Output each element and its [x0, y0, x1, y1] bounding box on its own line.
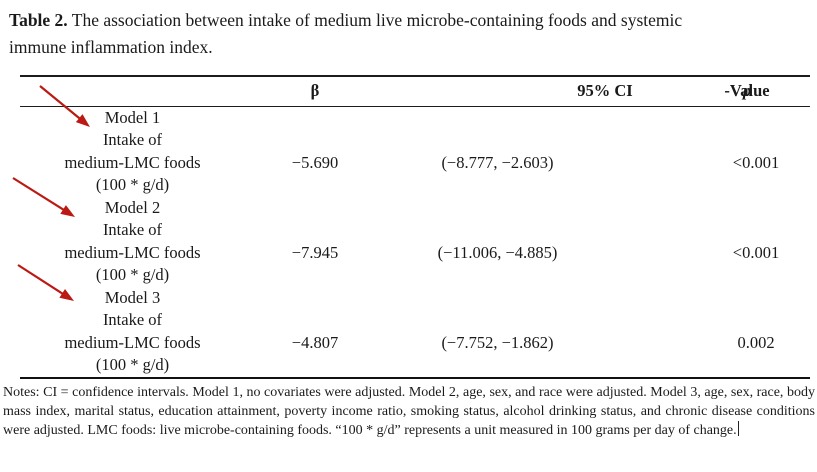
row-label-line: medium-LMC foods [64, 152, 201, 172]
table-caption: Table 2. The association between intake … [9, 7, 811, 61]
row-label-line: medium-LMC foods [64, 332, 201, 352]
model-label: Model 1 [104, 107, 161, 127]
row-label-line: Intake of [102, 130, 163, 149]
ci-value: (−11.006, −4.885) [437, 242, 558, 262]
caption-line-1: Table 2. The association between intake … [9, 7, 811, 34]
p-value: 0.002 [737, 332, 775, 352]
row-label-line: (100 * g/d) [95, 355, 170, 374]
p-value: <0.001 [732, 152, 780, 172]
row-label-line: (100 * g/d) [95, 175, 170, 194]
model-label: Model 2 [104, 197, 161, 217]
ci-value: (−8.777, −2.603) [441, 152, 554, 172]
caption-label: Table 2. [9, 10, 68, 30]
beta-value: −4.807 [291, 332, 339, 352]
data-table: β 95% CI p -Value Model 1 Intake of mediu… [20, 75, 810, 379]
row-label-model-1: Model 1 Intake of medium-LMC foods (100 … [20, 107, 245, 197]
model-label: Model 3 [104, 287, 161, 307]
notes-text: Notes: CI = confidence intervals. Model … [3, 385, 815, 438]
ci-value: (−7.752, −1.862) [441, 332, 554, 352]
row-label-line: medium-LMC foods [64, 242, 201, 262]
row-label-line: (100 * g/d) [95, 265, 170, 284]
table-row-model-3: Model 3 Intake of medium-LMC foods (100 … [20, 287, 810, 377]
row-label-model-3: Model 3 Intake of medium-LMC foods (100 … [20, 287, 245, 377]
row-label-model-2: Model 2 Intake of medium-LMC foods (100 … [20, 197, 245, 287]
caption-line-2: immune inflammation index. [9, 37, 213, 57]
text-cursor-caret [737, 421, 740, 436]
table-row-model-2: Model 2 Intake of medium-LMC foods (100 … [20, 197, 810, 287]
row-label-line: Intake of [102, 310, 163, 329]
table-header-row: β 95% CI p -Value [20, 77, 810, 107]
table-body: Model 1 Intake of medium-LMC foods (100 … [20, 107, 810, 379]
row-label-line: Intake of [102, 220, 163, 239]
beta-value: −5.690 [291, 152, 339, 172]
p-value: <0.001 [732, 242, 780, 262]
header-beta: β [310, 81, 320, 100]
beta-value: −7.945 [291, 242, 339, 262]
table-row-model-1: Model 1 Intake of medium-LMC foods (100 … [20, 107, 810, 197]
header-ci: 95% CI [577, 81, 633, 100]
caption-text: The association between intake of medium… [71, 10, 683, 30]
table-notes: Notes: CI = confidence intervals. Model … [3, 383, 815, 440]
